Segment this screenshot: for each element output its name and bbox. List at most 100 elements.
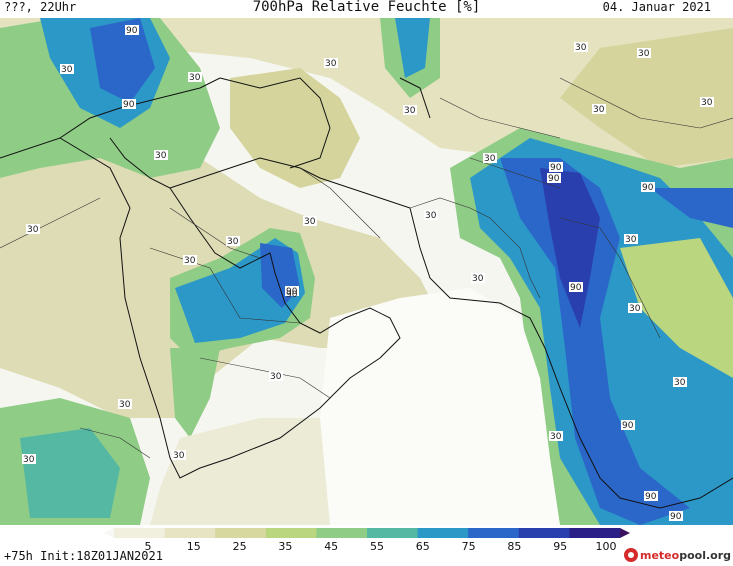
- svg-text:90: 90: [670, 512, 682, 522]
- svg-text:30: 30: [484, 154, 496, 164]
- isoline-label: 90: [285, 286, 299, 297]
- svg-text:30: 30: [575, 43, 587, 53]
- isoline-label: 30: [471, 273, 485, 284]
- humidity-field-africa-mid: [20, 428, 120, 518]
- isoline-label: 90: [549, 162, 563, 173]
- date-label: 04. Januar 2021: [602, 0, 711, 14]
- colorbar-segment: [316, 528, 368, 538]
- colorbar-tick-label: 95: [553, 540, 568, 553]
- colorbar-tick-label: 45: [324, 540, 339, 553]
- humidity-field-horn: [150, 418, 330, 525]
- isoline-label: 90: [641, 182, 655, 193]
- isoline-label: 30: [303, 216, 317, 227]
- svg-text:30: 30: [638, 49, 650, 59]
- svg-text:30: 30: [625, 235, 637, 245]
- svg-text:90: 90: [645, 492, 657, 502]
- humidity-field-caspian-core: [395, 18, 430, 78]
- colorbar-low-arrow: [104, 528, 114, 538]
- svg-text:30: 30: [593, 105, 605, 115]
- coastlines: [0, 77, 733, 509]
- svg-text:30: 30: [119, 400, 131, 410]
- colorbar-tick-label: 15: [186, 540, 201, 553]
- svg-text:30: 30: [61, 65, 73, 75]
- colorbar-tick-label: 85: [507, 540, 522, 553]
- isoline-label: 90: [669, 511, 683, 522]
- isoline-labels: 90 90 30 30 30 30 30 30 30 30 30 30 30 3…: [22, 25, 714, 522]
- isoline-label: 90: [621, 420, 635, 431]
- svg-text:90: 90: [126, 26, 138, 36]
- svg-text:30: 30: [425, 211, 437, 221]
- isoline-label: 30: [26, 224, 40, 235]
- svg-text:90: 90: [550, 163, 562, 173]
- colorbar-tick-label: 75: [461, 540, 476, 553]
- colorbar-segment: [265, 528, 317, 538]
- isoline-label: 30: [628, 303, 642, 314]
- isoline-label: 30: [60, 64, 74, 75]
- isoline-label: 30: [549, 431, 563, 442]
- humidity-field-india-core: [540, 168, 600, 328]
- logo-icon: [624, 548, 638, 562]
- map-canvas: 90 90 30 30 30 30 30 30 30 30 30 30 30 3…: [0, 18, 733, 525]
- map-header: ???, 22Uhr 700hPa Relative Feuchte [%] 0…: [0, 0, 733, 18]
- colorbar-segment: [468, 528, 520, 538]
- isoline-label: 90: [569, 282, 583, 293]
- humidity-field-central-asia: [560, 28, 733, 168]
- isoline-label: 30: [118, 399, 132, 410]
- isoline-label: 30: [154, 150, 168, 161]
- map-title: 700hPa Relative Feuchte [%]: [252, 0, 481, 15]
- isoline-label: 30: [624, 234, 638, 245]
- isoline-label: 30: [424, 210, 438, 221]
- isoline-label: 30: [483, 153, 497, 164]
- isoline-label: 90: [122, 99, 136, 110]
- svg-text:30: 30: [27, 225, 39, 235]
- svg-text:30: 30: [155, 151, 167, 161]
- humidity-field-iran: [230, 68, 360, 188]
- svg-text:30: 30: [270, 372, 282, 382]
- colorbar-tick-label: 65: [415, 540, 430, 553]
- isoline-label: 30: [673, 377, 687, 388]
- svg-text:30: 30: [325, 59, 337, 69]
- isoline-label: 30: [22, 454, 36, 465]
- svg-text:30: 30: [184, 256, 196, 266]
- svg-text:30: 30: [472, 274, 484, 284]
- humidity-field-deccan: [620, 238, 733, 378]
- meteopool-logo: meteopool.org: [624, 546, 731, 564]
- isoline-label: 90: [644, 491, 658, 502]
- isoline-label: 30: [172, 450, 186, 461]
- isoline-label: 30: [226, 236, 240, 247]
- colorbar-tick-label: 25: [232, 540, 247, 553]
- colorbar-tick-label: 100: [595, 540, 617, 553]
- humidity-field-india-high: [500, 158, 690, 525]
- isoline-label: 30: [700, 97, 714, 108]
- svg-text:90: 90: [123, 100, 135, 110]
- colorbar-segment: [215, 528, 267, 538]
- isoline-label: 30: [324, 58, 338, 69]
- colorbar-tick-label: 5: [144, 540, 152, 553]
- colorbar-tick-label: 35: [278, 540, 293, 553]
- isoline-label: 30: [403, 105, 417, 116]
- colorbar-high-arrow: [620, 528, 630, 538]
- isoline-label: 30: [269, 371, 283, 382]
- svg-text:30: 30: [304, 217, 316, 227]
- humidity-field-red-sea: [170, 348, 220, 438]
- svg-text:30: 30: [404, 106, 416, 116]
- valid-time-label: ???, 22Uhr: [4, 0, 77, 14]
- colorbar-segment: [518, 528, 570, 538]
- svg-text:30: 30: [550, 432, 562, 442]
- colorbar: [104, 528, 630, 538]
- svg-text:90: 90: [570, 283, 582, 293]
- logo-text: meteopool.org: [640, 548, 731, 562]
- colorbar-segment: [569, 528, 621, 538]
- isoline-label: 30: [637, 48, 651, 59]
- colorbar-segment: [417, 528, 469, 538]
- svg-text:90: 90: [548, 174, 560, 184]
- svg-text:90: 90: [286, 287, 298, 297]
- humidity-map: 90 90 30 30 30 30 30 30 30 30 30 30 30 3…: [0, 18, 733, 525]
- isoline-label: 30: [592, 104, 606, 115]
- isoline-label: 90: [125, 25, 139, 36]
- svg-text:30: 30: [23, 455, 35, 465]
- isoline-label: 90: [547, 173, 561, 184]
- svg-text:30: 30: [701, 98, 713, 108]
- svg-text:30: 30: [173, 451, 185, 461]
- colorbar-segment: [164, 528, 216, 538]
